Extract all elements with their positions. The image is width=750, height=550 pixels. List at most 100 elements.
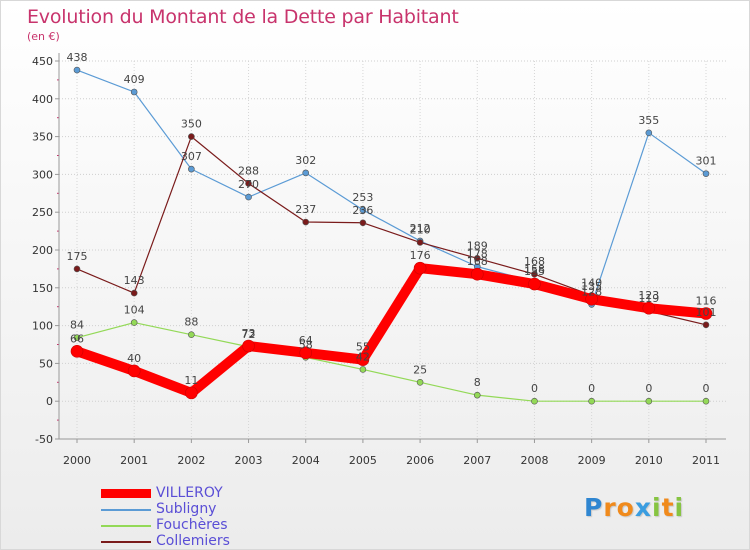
data-label: 168 xyxy=(524,255,545,268)
data-point xyxy=(299,346,313,360)
data-label: 288 xyxy=(238,164,259,177)
data-label: 116 xyxy=(696,295,717,308)
data-point xyxy=(645,397,653,405)
x-tick-label: 2005 xyxy=(349,454,377,467)
data-label: 66 xyxy=(70,332,84,345)
y-tick-label: 400 xyxy=(32,93,53,106)
data-point xyxy=(242,339,255,353)
series-lines xyxy=(70,66,713,405)
chart-subtitle: (en €) xyxy=(27,30,60,43)
logo-letter: r xyxy=(603,493,617,522)
x-tick-label: 2007 xyxy=(463,454,491,467)
data-point xyxy=(356,353,370,366)
data-label: 8 xyxy=(474,376,481,389)
x-tick-label: 2008 xyxy=(520,454,548,467)
y-tick-label: 0 xyxy=(46,395,53,408)
data-point xyxy=(702,170,710,177)
data-point xyxy=(302,218,310,226)
data-label: 253 xyxy=(352,191,373,204)
data-label: 42 xyxy=(356,350,370,363)
data-label: 143 xyxy=(124,274,145,287)
y-tick-label: 250 xyxy=(32,206,53,219)
data-point xyxy=(645,129,653,137)
data-point xyxy=(473,255,481,262)
proxiti-logo: Proxiti xyxy=(584,493,684,522)
legend-label: Fouchères xyxy=(156,517,228,533)
data-point xyxy=(528,277,541,291)
x-tick-label: 2011 xyxy=(692,454,720,467)
data-label: 72 xyxy=(242,328,256,341)
data-label: 40 xyxy=(127,352,141,365)
data-label: 55 xyxy=(356,341,370,354)
y-tick-label: 50 xyxy=(39,357,53,370)
data-label: 301 xyxy=(696,155,717,168)
logo-letter: t xyxy=(661,493,675,522)
x-tick-label: 2010 xyxy=(635,454,663,467)
data-point xyxy=(188,331,195,338)
data-label: 84 xyxy=(70,319,84,332)
x-tick-label: 2003 xyxy=(235,454,263,467)
data-label: 64 xyxy=(299,334,313,347)
y-tick-label: 450 xyxy=(32,55,53,68)
data-label: 123 xyxy=(638,289,659,302)
legend-label: VILLEROY xyxy=(156,485,223,501)
x-tick-label: 2001 xyxy=(120,454,148,467)
data-label: 270 xyxy=(238,178,259,191)
data-label: 25 xyxy=(413,363,427,376)
y-tick-label: -50 xyxy=(35,433,53,446)
data-label: 355 xyxy=(638,114,659,127)
data-label: 0 xyxy=(588,382,595,395)
data-point xyxy=(130,319,138,326)
x-tick-label: 2006 xyxy=(406,454,434,467)
data-point xyxy=(470,267,484,281)
legend-swatch xyxy=(101,509,151,511)
data-point xyxy=(531,270,538,278)
data-label: 176 xyxy=(410,249,431,262)
y-tick-label: 300 xyxy=(32,168,53,181)
data-point xyxy=(70,345,84,358)
data-label: 350 xyxy=(181,118,202,131)
data-point xyxy=(699,307,713,320)
data-label: 237 xyxy=(295,203,316,216)
logo-letter: o xyxy=(616,493,635,522)
x-tick-label: 2002 xyxy=(177,454,205,467)
data-label: 236 xyxy=(352,204,373,217)
data-label: 155 xyxy=(524,265,545,278)
data-label: 135 xyxy=(581,280,602,293)
data-point xyxy=(702,321,710,329)
data-point xyxy=(588,397,595,405)
data-point xyxy=(188,165,195,173)
legend-swatch xyxy=(101,489,151,498)
data-point xyxy=(130,88,138,96)
data-label: 0 xyxy=(645,382,652,395)
data-point xyxy=(130,289,138,297)
data-point xyxy=(359,366,367,373)
y-tick-label: 150 xyxy=(32,282,53,295)
y-tick-label: 200 xyxy=(32,244,53,257)
data-point xyxy=(416,239,424,246)
data-point xyxy=(73,265,81,273)
legend-label: Subligny xyxy=(156,501,217,517)
data-point xyxy=(642,301,656,315)
data-point xyxy=(531,397,538,405)
data-point xyxy=(127,364,141,378)
data-point xyxy=(302,169,310,177)
logo-letter: x xyxy=(634,493,652,522)
data-label: 140 xyxy=(581,276,602,289)
logo-letter: P xyxy=(584,493,604,522)
data-point xyxy=(185,386,198,400)
data-label: 175 xyxy=(67,250,88,263)
legend-swatch xyxy=(101,541,151,543)
data-label: 88 xyxy=(184,316,198,329)
data-label: 104 xyxy=(124,304,145,317)
data-point xyxy=(585,292,598,306)
legend-swatch xyxy=(101,525,151,527)
data-label: 409 xyxy=(124,73,145,86)
data-label: 178 xyxy=(467,248,488,261)
data-point xyxy=(359,219,367,227)
logo-letter: i xyxy=(674,493,685,522)
chart-title: Evolution du Montant de la Dette par Hab… xyxy=(27,6,459,28)
